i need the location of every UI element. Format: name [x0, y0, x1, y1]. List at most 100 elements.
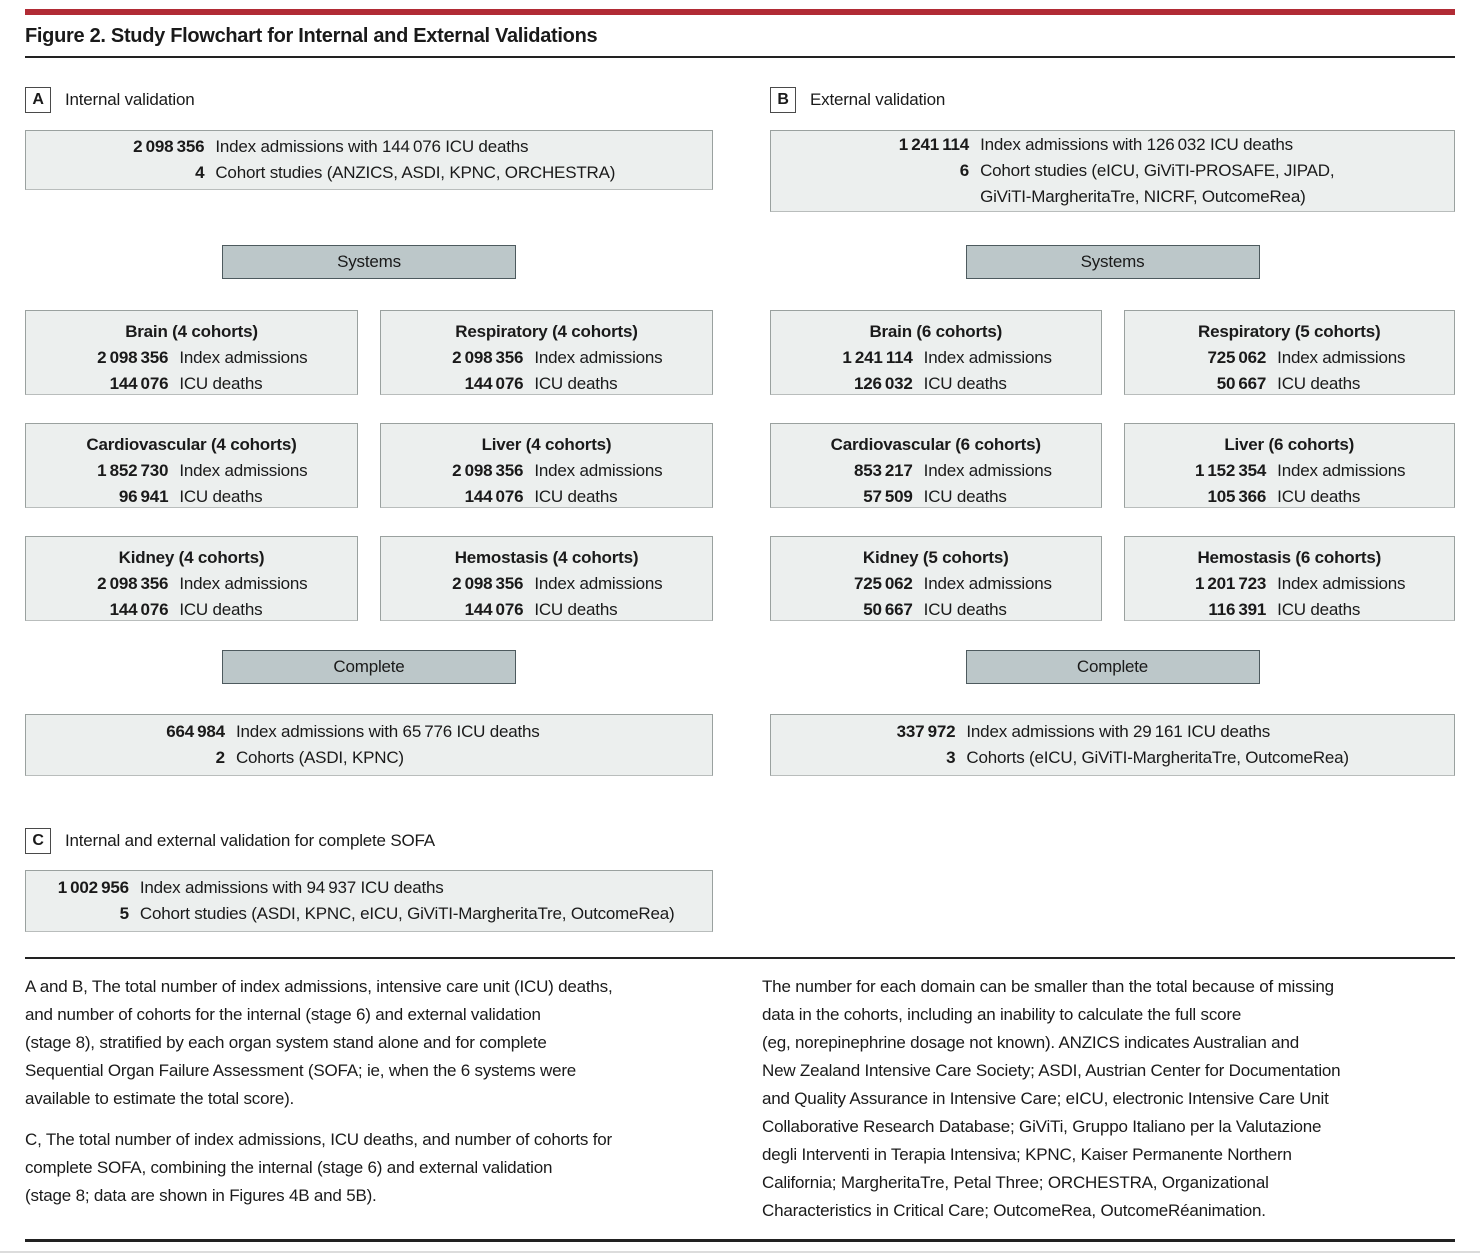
box-row: 1 241 114 Index admissions	[771, 345, 1101, 371]
caption-line: Characteristics in Critical Care; Outcom…	[762, 1201, 1266, 1220]
box-row: 57 509 ICU deaths	[771, 484, 1101, 510]
organ-box-liver-internal: Liver (4 cohorts) 2 098 356 Index admissi…	[380, 423, 713, 508]
box-row: 664 984 Index admissions with 65 776 ICU…	[26, 719, 712, 745]
row-label: Index admissions	[1277, 348, 1406, 367]
row-label: Index admissions	[1277, 574, 1406, 593]
caption-line: complete SOFA, combining the internal (s…	[25, 1158, 553, 1177]
box-row: 5 Cohort studies (ASDI, KPNC, eICU, GiVi…	[26, 901, 712, 927]
row-label: Index admissions	[923, 348, 1052, 367]
row-label: ICU deaths	[923, 600, 1007, 619]
organ-title: Kidney (5 cohorts)	[862, 548, 1009, 567]
bottom-divider	[25, 1239, 1455, 1242]
caption-line: available to estimate the total score).	[25, 1089, 295, 1108]
external-organ-grid: Brain (6 cohorts) 1 241 114 Index admissi…	[770, 310, 1455, 621]
row-number: 1 002 956	[57, 878, 129, 897]
caption-paragraph-ab: A and B, The total number of index admis…	[25, 973, 725, 1113]
internal-organ-grid: Brain (4 cohorts) 2 098 356 Index admissi…	[25, 310, 713, 621]
organ-box-kidney-internal: Kidney (4 cohorts) 2 098 356 Index admiss…	[25, 536, 358, 621]
row-number: 725 062	[853, 574, 913, 593]
row-number: 3	[946, 748, 956, 767]
row-number: 144 076	[464, 600, 524, 619]
row-label: Index admissions with 94 937 ICU deaths	[139, 878, 444, 897]
box-row: 1 201 723 Index admissions	[1125, 571, 1455, 597]
organ-title: Brain (6 cohorts)	[869, 322, 1003, 341]
row-number: 2 098 356	[133, 137, 205, 156]
organ-box-respiratory-external: Respiratory (5 cohorts) 725 062 Index adm…	[1123, 310, 1455, 395]
row-label: ICU deaths	[923, 487, 1007, 506]
row-label: ICU deaths	[1277, 374, 1361, 393]
row-label: Cohort studies (ASDI, KPNC, eICU, GiViTI…	[139, 904, 675, 923]
box-row: 1 852 730 Index admissions	[26, 458, 357, 484]
organ-title: Brain (4 cohorts)	[125, 322, 258, 341]
row-number: 144 076	[109, 600, 169, 619]
box-row: GiViTI-MargheritaTre, NICRF, OutcomeRea)	[771, 184, 1454, 210]
caption-line: Sequential Organ Failure Assessment (SOF…	[25, 1061, 577, 1080]
box-row: 2 098 356 Index admissions	[26, 571, 357, 597]
row-number: 144 076	[464, 374, 524, 393]
internal-total-box: 2 098 356 Index admissions with 144 076 …	[25, 130, 713, 190]
caption-divider	[25, 957, 1455, 959]
caption-line: and Quality Assurance in Intensive Care;…	[762, 1089, 1329, 1108]
row-label: Cohort studies (ANZICS, ASDI, KPNC, ORCH…	[215, 163, 616, 182]
row-number: 126 032	[853, 374, 913, 393]
organ-box-kidney-external: Kidney (5 cohorts) 725 062 Index admissio…	[770, 536, 1102, 621]
row-label: Index admissions	[534, 348, 663, 367]
box-row: 337 972 Index admissions with 29 161 ICU…	[771, 719, 1454, 745]
caption-line: degli Interventi in Terapia Intensiva; K…	[762, 1145, 1292, 1164]
row-label: ICU deaths	[179, 374, 263, 393]
row-label: Cohorts (eICU, GiViTI-MargheritaTre, Out…	[966, 748, 1349, 767]
row-number: 337 972	[896, 722, 956, 741]
box-row: 144 076 ICU deaths	[26, 597, 357, 623]
row-label: Index admissions	[534, 461, 663, 480]
combined-sofa-box: 1 002 956 Index admissions with 94 937 I…	[25, 870, 713, 932]
caption-line: data in the cohorts, including an inabil…	[762, 1005, 1242, 1024]
row-number: 105 366	[1207, 487, 1267, 506]
row-number: 2 098 356	[452, 461, 524, 480]
row-number: 1 241 114	[898, 135, 970, 154]
caption-paragraph-c: C, The total number of index admissions,…	[25, 1126, 725, 1210]
row-label: Index admissions	[179, 348, 308, 367]
row-number: 5	[119, 904, 129, 923]
external-systems-header: Systems	[965, 245, 1260, 279]
box-row: 2 098 356 Index admissions	[381, 571, 712, 597]
caption-line: C, The total number of index admissions,…	[25, 1130, 612, 1149]
row-number: 2 098 356	[97, 348, 169, 367]
organ-box-respiratory-internal: Respiratory (4 cohorts) 2 098 356 Index a…	[380, 310, 713, 395]
organ-title: Cardiovascular (6 cohorts)	[830, 435, 1041, 454]
row-number: 664 984	[166, 722, 225, 741]
row-label: Index admissions	[923, 461, 1052, 480]
row-label: ICU deaths	[923, 374, 1007, 393]
box-row: 4 Cohort studies (ANZICS, ASDI, KPNC, OR…	[26, 160, 712, 186]
row-label: Index admissions	[179, 461, 308, 480]
organ-title: Liver (4 cohorts)	[481, 435, 612, 454]
box-row: 2 098 356 Index admissions with 144 076 …	[26, 134, 712, 160]
row-label: Index admissions with 126 032 ICU deaths	[980, 135, 1293, 154]
caption-line: (stage 8; data are shown in Figures 4B a…	[25, 1186, 377, 1205]
box-row: 2 Cohorts (ASDI, KPNC)	[26, 745, 712, 771]
external-complete-header: Complete	[965, 650, 1260, 684]
row-number: 2	[215, 748, 225, 767]
box-row: 2 098 356 Index admissions	[26, 345, 357, 371]
box-row: 2 098 356 Index admissions	[381, 345, 712, 371]
box-row: 144 076 ICU deaths	[381, 484, 712, 510]
bottom-divider-light	[0, 1251, 1480, 1253]
organ-title: Respiratory (4 cohorts)	[455, 322, 638, 341]
box-row: 1 241 114 Index admissions with 126 032 …	[771, 132, 1454, 158]
caption-line: and number of cohorts for the internal (…	[25, 1005, 541, 1024]
row-number: 2 098 356	[452, 348, 524, 367]
row-label: Index admissions	[1277, 461, 1406, 480]
row-label: ICU deaths	[179, 487, 263, 506]
row-label: Index admissions	[923, 574, 1052, 593]
caption-line: The number for each domain can be smalle…	[762, 977, 1334, 996]
box-row: 725 062 Index admissions	[1125, 345, 1455, 371]
caption-paragraph-abbrev: The number for each domain can be smalle…	[762, 973, 1462, 1225]
box-row: 126 032 ICU deaths	[771, 371, 1101, 397]
organ-box-cardiovascular-external: Cardiovascular (6 cohorts) 853 217 Index …	[770, 423, 1102, 508]
organ-box-brain-internal: Brain (4 cohorts) 2 098 356 Index admissi…	[25, 310, 358, 395]
organ-box-hemostasis-external: Hemostasis (6 cohorts) 1 201 723 Index ad…	[1123, 536, 1455, 621]
row-label: Index admissions with 29 161 ICU deaths	[966, 722, 1271, 741]
box-row: 853 217 Index admissions	[771, 458, 1101, 484]
row-label: Index admissions	[179, 574, 308, 593]
caption-line: Collaborative Research Database; GiViTi,…	[762, 1117, 1322, 1136]
